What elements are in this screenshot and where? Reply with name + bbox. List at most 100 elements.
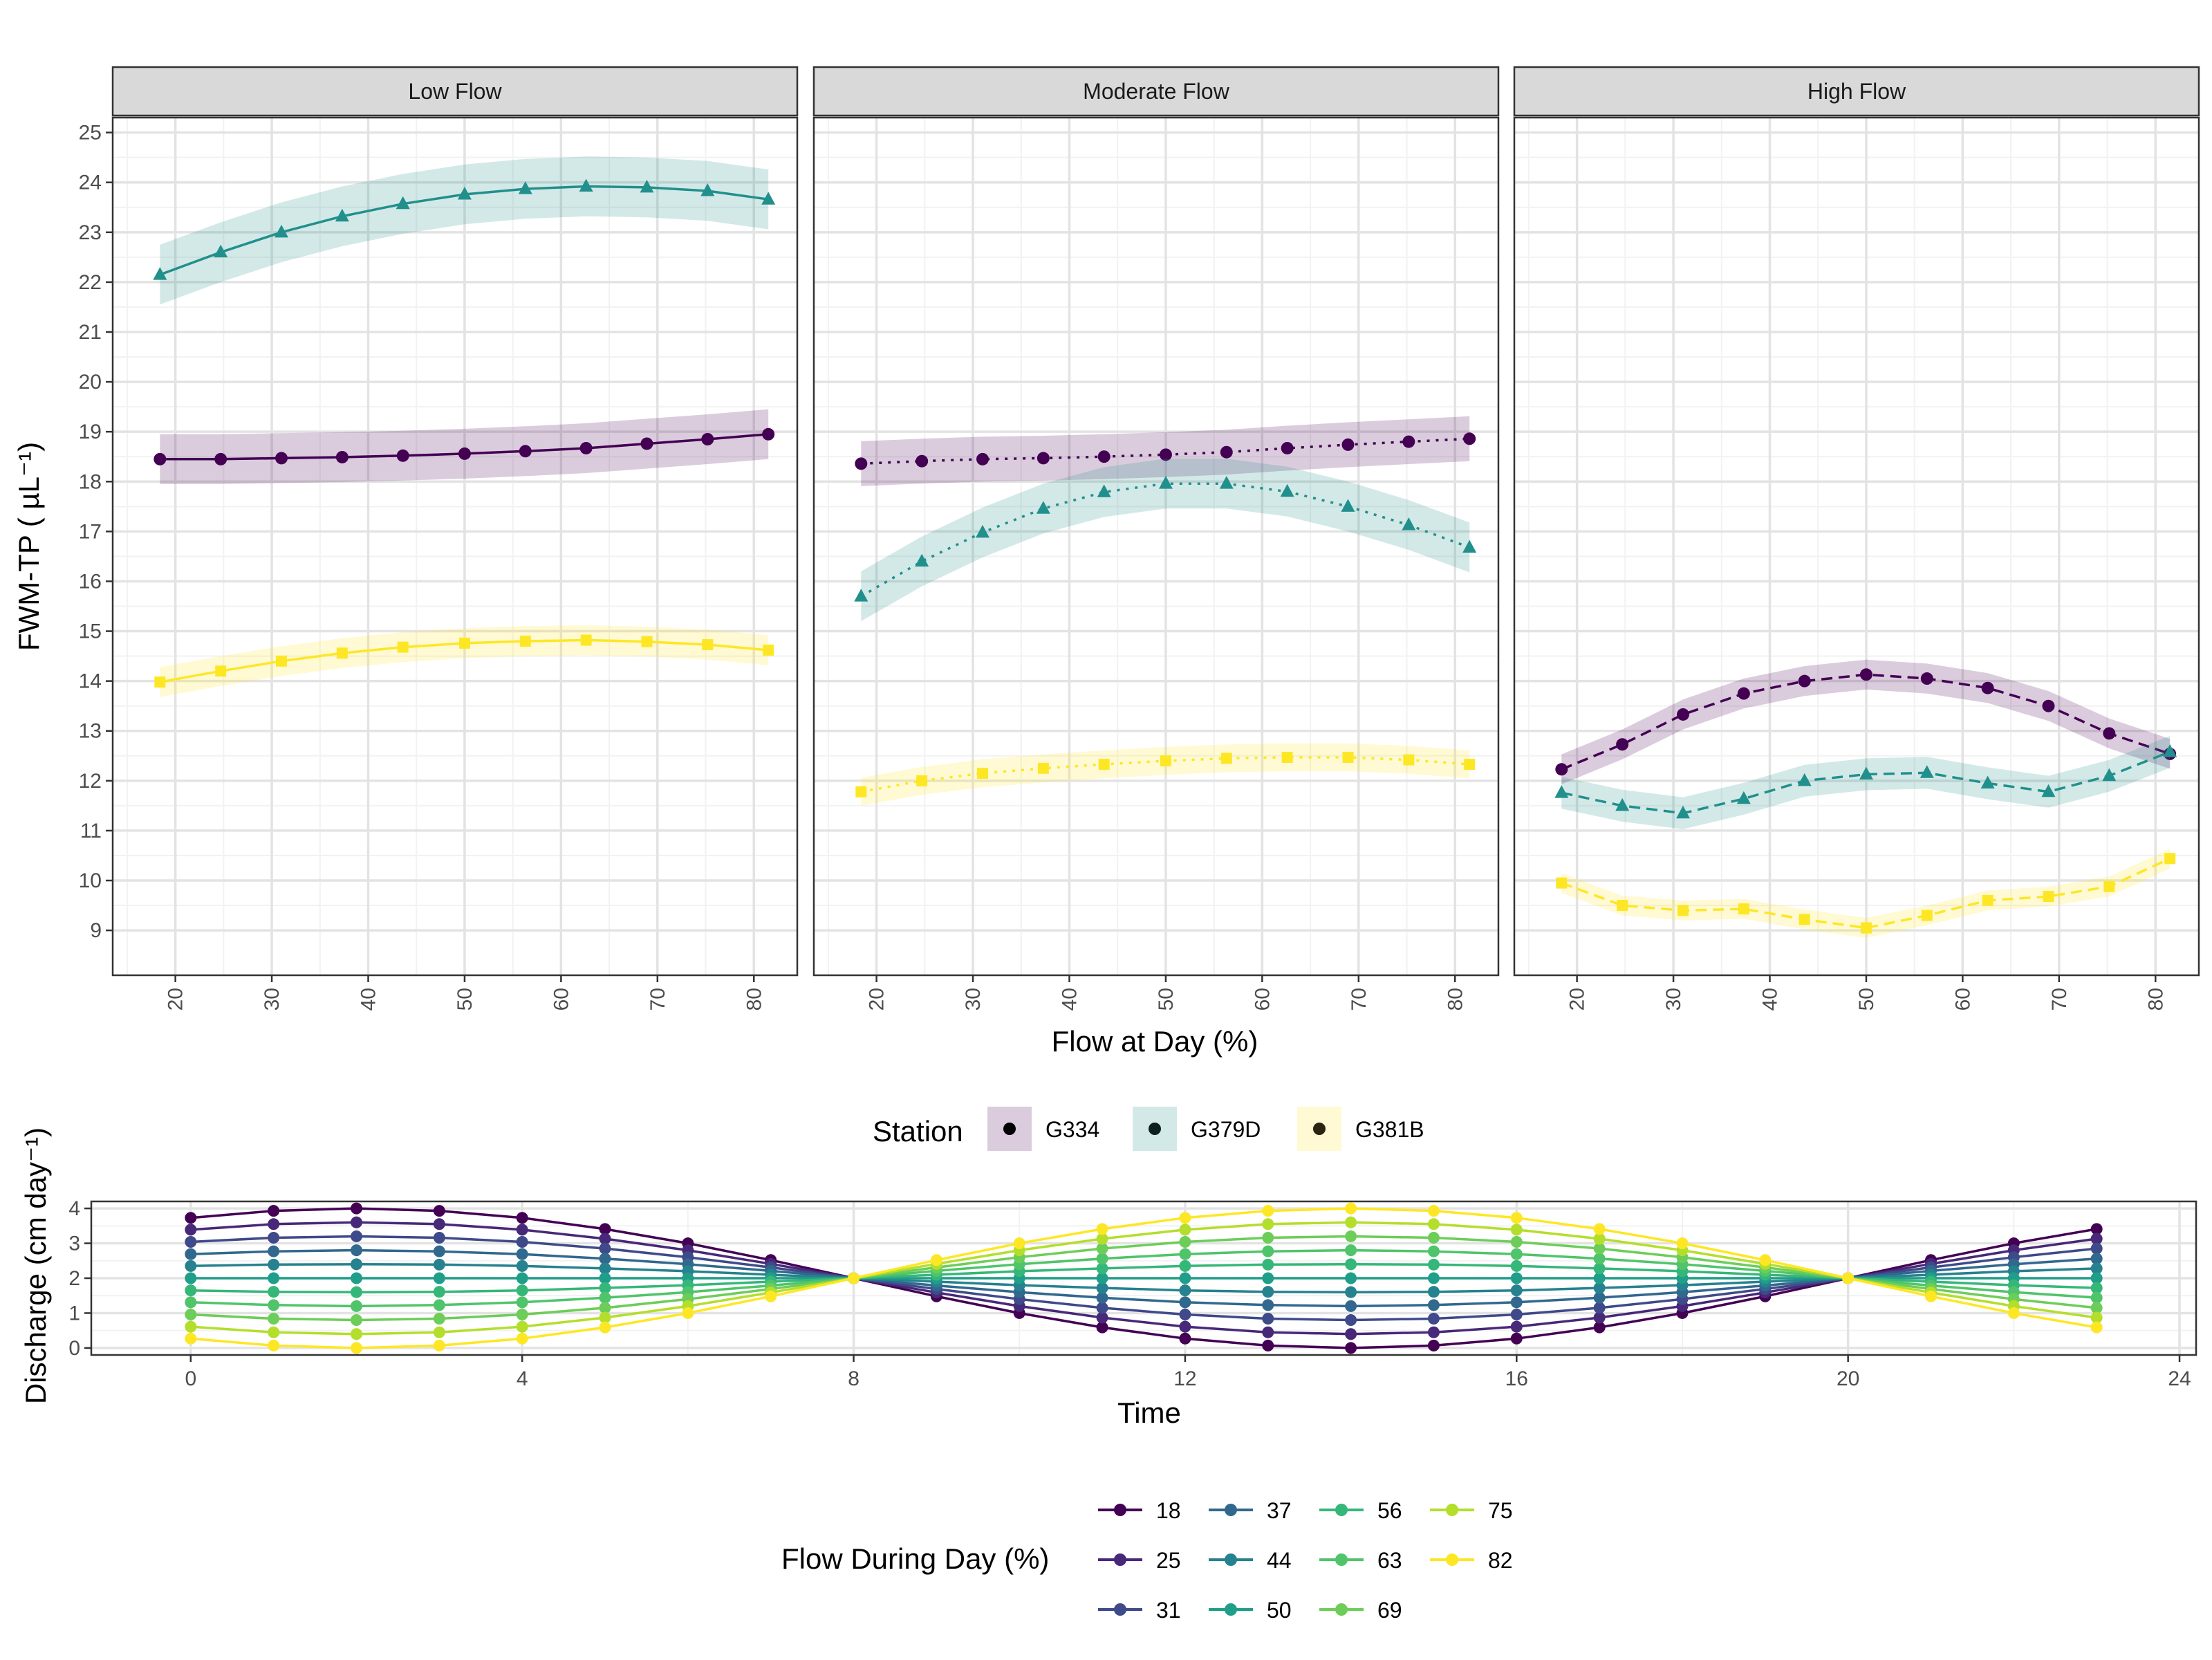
point-g381b xyxy=(215,665,227,677)
discharge-point xyxy=(1510,1260,1523,1272)
discharge-point xyxy=(1593,1311,1606,1324)
station-legend-dot xyxy=(1149,1123,1161,1135)
flow-legend-label: 50 xyxy=(1267,1598,1292,1623)
x-tick-label: 30 xyxy=(1662,988,1685,1011)
discharge-point xyxy=(350,1230,362,1242)
discharge-point xyxy=(1345,1342,1357,1354)
discharge-line-82 xyxy=(190,1207,2097,1349)
discharge-point xyxy=(2090,1302,2103,1314)
discharge-point xyxy=(433,1286,445,1298)
x-tick-label: 0 xyxy=(185,1367,196,1390)
discharge-point xyxy=(433,1258,445,1271)
discharge-point xyxy=(185,1320,197,1333)
y-axis-top: 9 10 11 12 13 14 15 16 17 18 19 20 21 22 23 24 25 xyxy=(79,122,113,942)
discharge-line-56 xyxy=(190,1263,2097,1293)
x-tick-label: 60 xyxy=(1951,988,1974,1011)
discharge-point xyxy=(268,1286,280,1298)
point-g379d xyxy=(1736,791,1751,804)
discharge-point xyxy=(1262,1218,1274,1230)
discharge-point xyxy=(516,1296,528,1309)
discharge-series-63 xyxy=(185,1244,2103,1312)
discharge-point xyxy=(2007,1307,2020,1319)
point-g334 xyxy=(1159,448,1172,461)
discharge-point xyxy=(516,1212,528,1224)
station-legend-label: G379D xyxy=(1191,1117,1261,1142)
discharge-point xyxy=(1096,1223,1108,1235)
discharge-point xyxy=(1593,1233,1606,1245)
discharge-line-69 xyxy=(190,1235,2097,1322)
point-g379d xyxy=(1554,785,1569,798)
flow-legend-dot xyxy=(1114,1504,1126,1516)
discharge-point xyxy=(1510,1332,1523,1345)
point-g381b xyxy=(641,636,653,647)
point-g379d xyxy=(1280,483,1294,497)
strip-low-flow xyxy=(111,66,799,117)
discharge-point xyxy=(1179,1224,1191,1236)
flow-legend-label: 63 xyxy=(1377,1548,1402,1573)
discharge-point xyxy=(350,1216,362,1228)
flow-legend-label: 31 xyxy=(1156,1598,1181,1623)
point-g381b xyxy=(763,644,774,656)
point-g334 xyxy=(1341,438,1355,451)
x-tick-label: 20 xyxy=(1566,988,1589,1011)
discharge-point xyxy=(1593,1242,1606,1255)
point-g379d xyxy=(915,553,929,567)
y-tick-label: 2 xyxy=(68,1267,80,1290)
x-tick-label: 70 xyxy=(647,988,669,1011)
point-g381b xyxy=(1160,755,1171,766)
y-tick-label: 14 xyxy=(79,670,102,693)
discharge-point xyxy=(268,1299,280,1311)
discharge-point xyxy=(1510,1308,1523,1320)
point-g334 xyxy=(1981,681,1994,694)
discharge-point xyxy=(2090,1321,2103,1334)
discharge-point xyxy=(1179,1308,1191,1320)
point-g379d xyxy=(854,589,868,602)
point-g381b xyxy=(1342,751,1354,763)
discharge-point xyxy=(433,1205,445,1217)
x-axis-title-time: Time xyxy=(1117,1396,1181,1429)
discharge-point xyxy=(1096,1282,1108,1294)
discharge-point xyxy=(516,1224,528,1236)
discharge-line-63 xyxy=(190,1248,2097,1308)
point-g381b xyxy=(1281,751,1293,763)
discharge-line-31 xyxy=(190,1235,2097,1322)
flow-legend-item-56: 56 xyxy=(1319,1498,1402,1523)
discharge-point xyxy=(433,1299,445,1311)
y-tick-label: 4 xyxy=(68,1197,80,1220)
point-g379d xyxy=(1676,805,1691,819)
strip-label-high-flow: High Flow xyxy=(1807,79,1906,104)
point-g334 xyxy=(1555,763,1568,776)
discharge-point xyxy=(433,1231,445,1244)
flow-legend-item-50: 50 xyxy=(1209,1598,1292,1623)
x-tick-label: 20 xyxy=(165,988,187,1011)
discharge-point xyxy=(1179,1212,1191,1224)
discharge-line-37 xyxy=(190,1248,2097,1308)
y-axis-title-fwm-tp: FWM-TP ( µL⁻¹) xyxy=(12,442,45,651)
discharge-point xyxy=(185,1308,197,1320)
flow-legend-dot xyxy=(1225,1504,1237,1516)
discharge-point xyxy=(1096,1291,1108,1304)
point-g379d xyxy=(2102,768,2117,782)
point-g381b xyxy=(519,635,531,647)
y-tick-label: 11 xyxy=(80,820,102,842)
discharge-point xyxy=(1510,1272,1523,1284)
series-g334 xyxy=(1555,659,2177,784)
point-g334 xyxy=(916,454,929,468)
discharge-point xyxy=(433,1339,445,1352)
plot-background-moderate-flow xyxy=(814,118,1498,975)
series-g381b xyxy=(1556,848,2176,938)
x-tick-label: 20 xyxy=(1837,1367,1859,1390)
discharge-point xyxy=(1593,1282,1606,1294)
point-g334 xyxy=(640,437,653,450)
flow-legend-dot xyxy=(1335,1553,1348,1566)
discharge-point xyxy=(1262,1245,1274,1257)
series-g379d xyxy=(153,156,776,305)
flow-legend-item-18: 18 xyxy=(1098,1498,1181,1523)
discharge-point xyxy=(185,1332,197,1345)
point-g334 xyxy=(1463,432,1476,445)
point-g334 xyxy=(396,449,409,462)
discharge-point xyxy=(1427,1231,1440,1244)
discharge-point xyxy=(1345,1286,1357,1298)
